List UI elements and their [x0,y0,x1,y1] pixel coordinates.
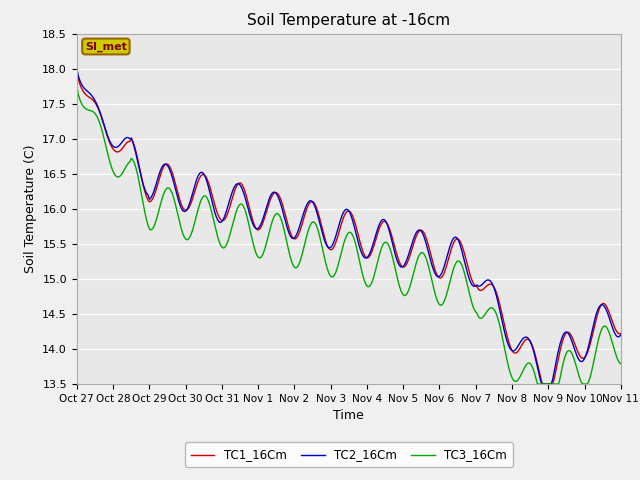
TC2_16Cm [253,226,261,232]
TC1_16Cm [140,183,147,189]
X-axis label: Time: Time [333,409,364,422]
TC1_16Cm [235,180,243,186]
TC2_16Cm [235,181,243,187]
TC3_16Cm [534,381,541,387]
Line: TC2_16Cm: TC2_16Cm [77,69,621,384]
TC2_16Cm [262,205,270,211]
TC2_16Cm [588,328,596,334]
TC3_16Cm [235,203,243,208]
Title: Soil Temperature at -16cm: Soil Temperature at -16cm [247,13,451,28]
TC1_16Cm [253,227,261,232]
TC1_16Cm [540,381,547,387]
Y-axis label: Soil Temperature (C): Soil Temperature (C) [24,144,36,273]
TC1_16Cm [73,69,81,74]
Text: SI_met: SI_met [85,41,127,52]
TC1_16Cm [588,334,596,340]
TC1_16Cm [311,201,319,207]
TC3_16Cm [262,241,270,247]
Line: TC1_16Cm: TC1_16Cm [77,72,621,384]
TC3_16Cm [253,252,261,258]
TC3_16Cm [311,220,319,226]
TC3_16Cm [73,84,81,89]
TC2_16Cm [311,203,319,209]
TC1_16Cm [617,331,625,336]
Legend: TC1_16Cm, TC2_16Cm, TC3_16Cm: TC1_16Cm, TC2_16Cm, TC3_16Cm [185,443,513,467]
TC2_16Cm [73,66,81,72]
TC3_16Cm [140,203,147,208]
TC2_16Cm [617,332,625,338]
TC3_16Cm [617,361,625,367]
TC2_16Cm [140,182,147,188]
TC1_16Cm [262,209,270,215]
Line: TC3_16Cm: TC3_16Cm [77,86,621,384]
TC2_16Cm [538,381,546,387]
TC3_16Cm [588,367,596,372]
